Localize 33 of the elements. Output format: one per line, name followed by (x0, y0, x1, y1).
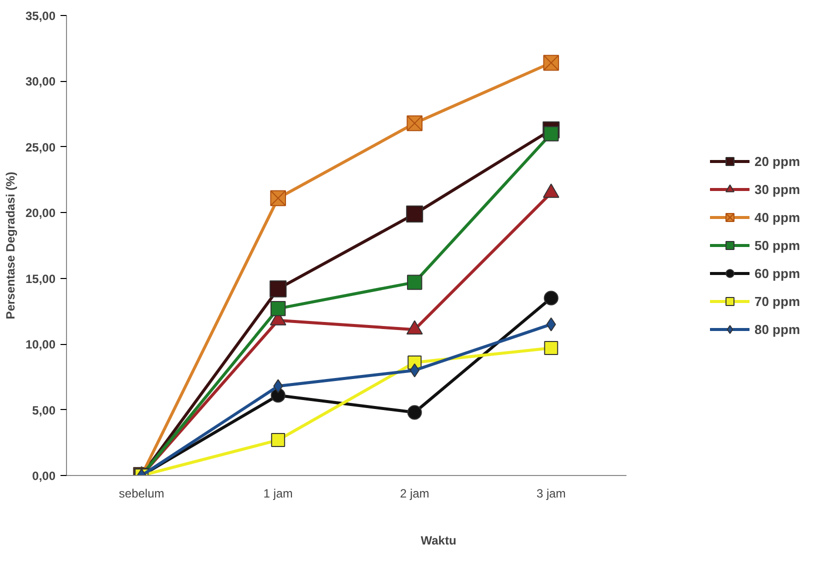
point (407, 274, 422, 290)
x-axis-title: Waktu (420, 534, 456, 548)
point (270, 300, 286, 316)
legend-label: 60 ppm (754, 266, 800, 280)
point (270, 190, 286, 206)
point (271, 433, 286, 448)
y-tick-label: 10,00 (25, 338, 56, 352)
y-tick-label: 0,00 (32, 469, 56, 483)
y-tick-label: 35,00 (25, 9, 56, 23)
point (406, 205, 424, 222)
x-tick-label: sebelum (118, 486, 164, 500)
point (544, 290, 558, 306)
point (543, 54, 560, 71)
legend-label: 20 ppm (754, 154, 800, 168)
y-tick-label: 5,00 (32, 403, 56, 418)
legend-label: 80 ppm (754, 322, 800, 336)
x-tick-label: 2 jam (400, 486, 430, 500)
y-axis-title: Persentase Degradasi (%) (3, 172, 18, 320)
legend-label: 70 ppm (754, 294, 800, 308)
y-tick-label: 20,00 (25, 206, 56, 220)
y-tick-label: 25,00 (25, 140, 56, 154)
x-tick-label: 1 jam (263, 486, 293, 500)
point (544, 126, 559, 142)
legend-label: 40 ppm (754, 210, 800, 224)
point (270, 280, 287, 298)
x-tick-label: 3 jam (536, 486, 566, 500)
y-tick-label: 30,00 (25, 74, 56, 89)
y-tick-label: 15,00 (25, 272, 56, 286)
legend-label: 50 ppm (754, 238, 800, 252)
point (544, 341, 558, 356)
point (406, 115, 423, 132)
legend-label: 30 ppm (754, 182, 800, 196)
point (407, 405, 422, 420)
